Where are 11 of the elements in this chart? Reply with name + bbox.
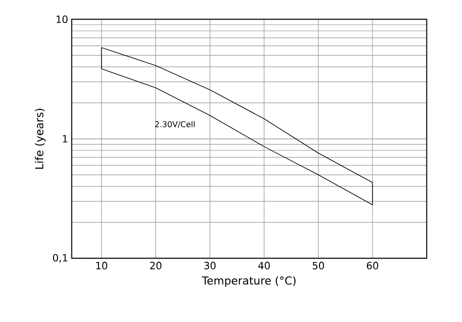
y-tick-label: 1 [62,135,68,142]
y-axis-title: Life (years) [34,108,46,169]
x-tick-label: 60 [366,262,378,270]
x-tick-label: 50 [312,262,324,270]
y-tick-label: 10 [56,16,68,24]
x-tick-label: 40 [258,262,270,270]
x-tick-label: 20 [150,262,162,270]
y-tick-label: 0,1 [52,254,68,263]
x-tick-label: 30 [204,262,216,270]
x-axis-title: Temperature (°C) [202,276,296,287]
x-tick-label: 10 [96,262,108,270]
